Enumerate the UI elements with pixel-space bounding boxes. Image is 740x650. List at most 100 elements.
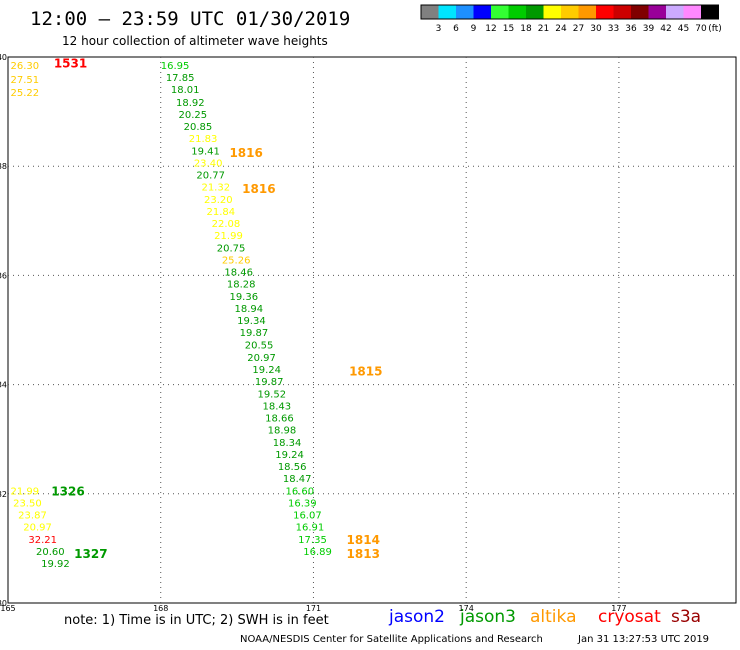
wave-height-value: 20.97 bbox=[23, 523, 52, 534]
colorbar-swatch bbox=[683, 5, 701, 19]
wave-height-value: 23.87 bbox=[18, 511, 47, 522]
wave-height-value: 18.56 bbox=[278, 462, 307, 473]
wave-height-value: 20.97 bbox=[247, 353, 276, 364]
note-text: note: 1) Time is in UTC; 2) SWH is in fe… bbox=[64, 613, 329, 628]
colorbar-label: 15 bbox=[503, 24, 514, 34]
wave-height-value: 16.89 bbox=[303, 547, 332, 558]
wave-height-value: 25.22 bbox=[11, 88, 40, 99]
wave-height-value: 16.95 bbox=[161, 61, 190, 72]
colorbar-label: 18 bbox=[520, 24, 532, 34]
wave-height-value: 21.99 bbox=[214, 231, 243, 242]
colorbar-swatch bbox=[701, 5, 719, 19]
wave-height-value: 18.46 bbox=[224, 268, 253, 279]
legend-jason3: jason3 bbox=[460, 607, 516, 627]
wave-height-value: 27.51 bbox=[11, 75, 40, 86]
wave-height-value: 26.30 bbox=[11, 61, 40, 72]
page-title: 12:00 – 23:59 UTC 01/30/2019 bbox=[30, 8, 351, 30]
wave-height-value: 19.41 bbox=[191, 146, 220, 157]
colorbar-label: 6 bbox=[453, 24, 459, 34]
pass-time-label: 1815 bbox=[349, 364, 382, 378]
colorbar-label: 70 bbox=[695, 24, 707, 34]
wave-height-value: 19.36 bbox=[229, 292, 258, 303]
wave-height-value: 18.34 bbox=[273, 438, 302, 449]
colorbar-label: 12 bbox=[485, 24, 496, 34]
wave-height-value: 20.85 bbox=[184, 122, 213, 133]
wave-height-value: 32.21 bbox=[28, 535, 57, 546]
colorbar-swatch bbox=[631, 5, 649, 19]
page-subtitle: 12 hour collection of altimeter wave hei… bbox=[62, 34, 328, 48]
wave-height-value: 17.35 bbox=[298, 535, 327, 546]
colorbar-label: 9 bbox=[471, 24, 477, 34]
wave-height-value: 20.77 bbox=[196, 170, 225, 181]
wave-height-value: 19.24 bbox=[252, 365, 281, 376]
x-tick-label: 165 bbox=[0, 604, 15, 613]
colorbar-swatch bbox=[438, 5, 456, 19]
wave-height-value: 20.55 bbox=[245, 341, 274, 352]
wave-height-value: 20.60 bbox=[36, 547, 65, 558]
wave-height-value: 18.28 bbox=[227, 280, 256, 291]
legend-jason2: jason2 bbox=[389, 607, 445, 627]
colorbar-label: 39 bbox=[643, 24, 655, 34]
wave-height-value: 18.94 bbox=[235, 304, 264, 315]
pass-time-label: 1816 bbox=[242, 182, 275, 196]
colorbar-label: 42 bbox=[660, 24, 671, 34]
y-tick-label: 36 bbox=[0, 271, 7, 280]
colorbar-swatch bbox=[526, 5, 544, 19]
colorbar-label: 30 bbox=[590, 24, 602, 34]
wave-height-value: 21.32 bbox=[201, 182, 230, 193]
colorbar-swatch bbox=[491, 5, 509, 19]
pass-time-label: 1814 bbox=[347, 533, 380, 547]
wave-height-value: 19.52 bbox=[257, 389, 286, 400]
wave-height-value: 19.87 bbox=[255, 377, 284, 388]
colorbar-swatch bbox=[543, 5, 561, 19]
colorbar-swatch bbox=[666, 5, 684, 19]
y-tick-label: 30 bbox=[0, 599, 7, 608]
pass-time-label: 1327 bbox=[74, 547, 107, 561]
wave-height-value: 18.98 bbox=[268, 425, 297, 436]
colorbar-swatch bbox=[473, 5, 491, 19]
wave-height-value: 19.34 bbox=[237, 316, 266, 327]
legend-cryosat: cryosat bbox=[598, 607, 661, 627]
wave-height-value: 18.47 bbox=[283, 474, 312, 485]
wave-height-value: 23.20 bbox=[204, 195, 233, 206]
colorbar-label: 24 bbox=[555, 24, 567, 34]
wave-height-value: 21.84 bbox=[207, 207, 236, 218]
colorbar-label: 45 bbox=[678, 24, 689, 34]
wave-height-value: 25.26 bbox=[222, 256, 251, 267]
wave-height-value: 18.01 bbox=[171, 85, 200, 96]
y-tick-label: 40 bbox=[0, 53, 7, 62]
wave-height-value: 19.24 bbox=[275, 450, 304, 461]
wave-height-value: 22.08 bbox=[212, 219, 241, 230]
legend-altika: altika bbox=[530, 607, 577, 627]
wave-height-value: 16.91 bbox=[296, 523, 325, 534]
wave-height-value: 21.83 bbox=[189, 134, 218, 145]
plot-frame bbox=[7, 56, 737, 604]
colorbar-swatch bbox=[613, 5, 631, 19]
colorbar-label: 27 bbox=[573, 24, 584, 34]
colorbar-swatch bbox=[561, 5, 579, 19]
wave-height-value: 17.85 bbox=[166, 73, 195, 84]
x-tick-label: 168 bbox=[153, 604, 168, 613]
y-tick-label: 32 bbox=[0, 490, 7, 499]
colorbar-swatch bbox=[421, 5, 439, 19]
wave-height-value: 18.92 bbox=[176, 98, 205, 109]
wave-height-value: 20.75 bbox=[217, 244, 246, 255]
colorbar-swatch bbox=[508, 5, 526, 19]
x-tick-label: 177 bbox=[611, 604, 626, 613]
wave-height-value: 16.39 bbox=[288, 499, 317, 510]
wave-height-value: 21.99 bbox=[11, 487, 40, 498]
wave-height-value: 18.43 bbox=[263, 401, 292, 412]
wave-height-value: 23.50 bbox=[13, 499, 42, 510]
wave-height-value: 23.40 bbox=[194, 158, 223, 169]
pass-time-label: 1326 bbox=[51, 485, 84, 499]
wave-height-value: 16.60 bbox=[285, 487, 314, 498]
colorbar-label: 36 bbox=[625, 24, 637, 34]
x-tick-label: 171 bbox=[306, 604, 321, 613]
colorbar-swatch bbox=[578, 5, 596, 19]
x-tick-label: 174 bbox=[459, 604, 474, 613]
colorbar-label: 3 bbox=[436, 24, 442, 34]
colorbar-frame bbox=[420, 4, 719, 20]
legend-s3a: s3a bbox=[671, 607, 702, 627]
credit-text: NOAA/NESDIS Center for Satellite Applica… bbox=[240, 634, 543, 645]
